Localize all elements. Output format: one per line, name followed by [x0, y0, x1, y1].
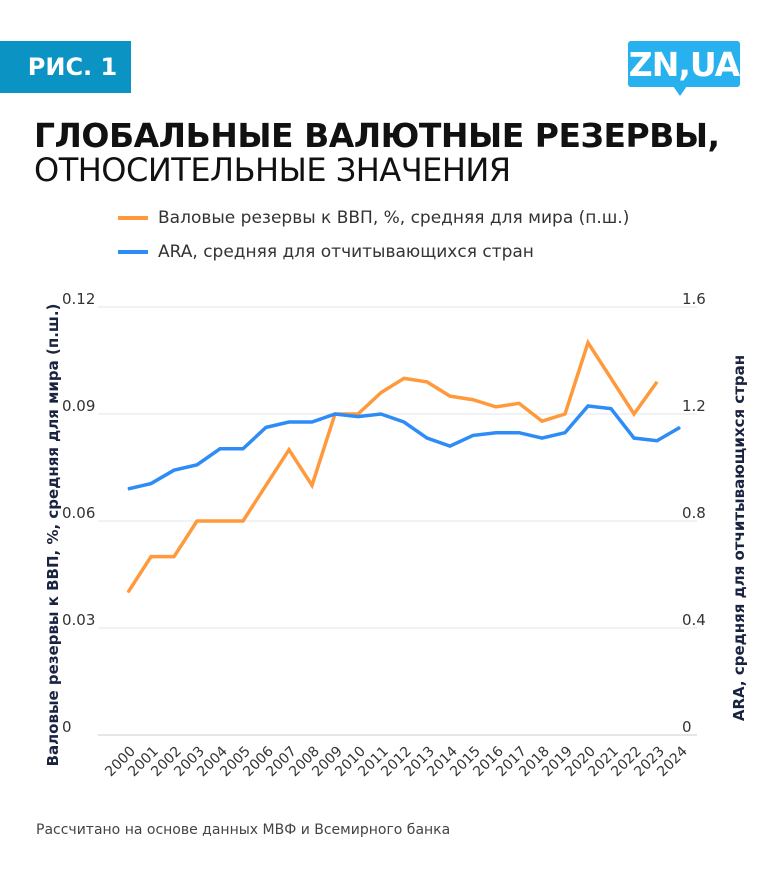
- y-tick-label: 0.03: [62, 611, 95, 629]
- legend-swatch-blue: [118, 250, 148, 254]
- data-point: [633, 413, 635, 415]
- y-axis-label: Валовые резервы к ВВП, %, средняя для ми…: [44, 304, 62, 767]
- data-point: [518, 432, 520, 434]
- data-point: [150, 483, 152, 485]
- data-point: [127, 591, 129, 593]
- data-point: [426, 381, 428, 383]
- y2-tick-label: 0: [682, 718, 692, 736]
- data-point: [127, 488, 129, 490]
- data-point: [288, 449, 290, 451]
- data-point: [403, 421, 405, 423]
- y2-tick-label: 1.2: [682, 397, 706, 415]
- data-point: [219, 448, 221, 450]
- series-line-0: [126, 338, 659, 594]
- data-point: [449, 445, 451, 447]
- legend-swatch-orange: [118, 216, 148, 220]
- figure-badge: РИС. 1: [0, 41, 131, 93]
- legend-label: ARA, средняя для отчитывающихся стран: [158, 242, 534, 262]
- data-point: [426, 437, 428, 439]
- data-point: [311, 421, 313, 423]
- y-tick-label: 0: [62, 718, 72, 736]
- data-point: [449, 395, 451, 397]
- data-point: [610, 377, 612, 379]
- data-point: [564, 413, 566, 415]
- data-point: [242, 520, 244, 522]
- y2-axis-label: ARA, средняя для отчитывающихся стран: [730, 355, 748, 721]
- data-point: [472, 434, 474, 436]
- title-line-1: ГЛОБАЛЬНЫЕ ВАЛЮТНЫЕ РЕЗЕРВЫ,: [34, 116, 720, 155]
- data-point: [472, 399, 474, 401]
- data-point: [173, 469, 175, 471]
- data-point: [265, 484, 267, 486]
- data-point: [334, 413, 336, 415]
- data-point: [357, 413, 359, 415]
- data-point: [173, 556, 175, 558]
- y-tick-label: 0.12: [62, 290, 95, 308]
- data-point: [403, 377, 405, 379]
- data-point: [311, 484, 313, 486]
- data-point: [656, 440, 658, 442]
- legend-label: Валовые резервы к ВВП, %, средняя для ми…: [158, 208, 630, 228]
- data-point: [633, 437, 635, 439]
- data-point: [495, 406, 497, 408]
- data-point: [610, 408, 612, 410]
- legend-item-orange: Валовые резервы к ВВП, %, средняя для ми…: [118, 208, 629, 228]
- y2-tick-label: 1.6: [682, 290, 706, 308]
- title-line-2: ОТНОСИТЕЛЬНЫЕ ЗНАЧЕНИЯ: [34, 151, 511, 189]
- data-point: [564, 432, 566, 434]
- legend-item-blue: ARA, средняя для отчитывающихся стран: [118, 242, 534, 262]
- data-point: [196, 520, 198, 522]
- data-point: [219, 520, 221, 522]
- series-line-1: [127, 404, 681, 491]
- data-point: [587, 342, 589, 344]
- data-point: [541, 437, 543, 439]
- data-point: [150, 556, 152, 558]
- data-point: [242, 448, 244, 450]
- y2-tick-label: 0.4: [682, 611, 706, 629]
- y2-tick-label: 0.8: [682, 504, 706, 522]
- y-tick-label: 0.09: [62, 397, 95, 415]
- data-point: [541, 420, 543, 422]
- data-point: [265, 426, 267, 428]
- data-point: [495, 432, 497, 434]
- data-point: [196, 464, 198, 466]
- source-note: Рассчитано на основе данных МВФ и Всемир…: [36, 822, 451, 838]
- data-point: [288, 421, 290, 423]
- data-point: [656, 381, 658, 383]
- data-point: [587, 405, 589, 407]
- data-point: [357, 416, 359, 418]
- data-point: [380, 413, 382, 415]
- zn-ua-logo[interactable]: ZN,UA: [628, 41, 740, 96]
- y-tick-label: 0.06: [62, 504, 95, 522]
- data-point: [380, 392, 382, 394]
- data-point: [679, 426, 681, 428]
- data-point: [518, 402, 520, 404]
